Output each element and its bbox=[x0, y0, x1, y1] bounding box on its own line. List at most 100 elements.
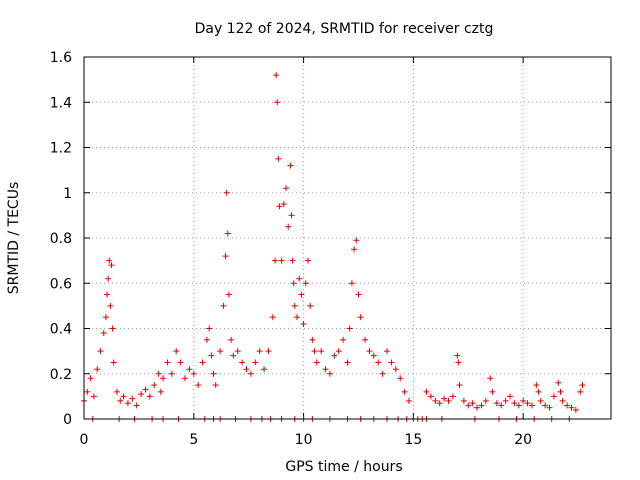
data-point bbox=[275, 155, 282, 162]
data-point bbox=[362, 336, 369, 343]
data-point bbox=[160, 375, 167, 382]
data-point bbox=[436, 400, 443, 407]
grid-lines bbox=[84, 57, 611, 419]
data-point bbox=[392, 366, 399, 373]
data-point bbox=[388, 359, 395, 366]
data-point bbox=[572, 406, 579, 413]
data-point bbox=[199, 359, 206, 366]
x-tick-label: 10 bbox=[295, 432, 313, 448]
data-point bbox=[322, 366, 329, 373]
data-point bbox=[243, 366, 250, 373]
data-point bbox=[223, 189, 230, 196]
data-point bbox=[173, 348, 180, 355]
data-point bbox=[290, 280, 297, 287]
data-point bbox=[366, 348, 373, 355]
data-point bbox=[524, 400, 531, 407]
data-point bbox=[164, 359, 171, 366]
y-tick-labels: 0 0.2 0.4 0.6 0.8 1 1.2 1.4 1.6 bbox=[50, 50, 72, 428]
data-point bbox=[212, 382, 219, 389]
data-point bbox=[370, 352, 377, 359]
data-point bbox=[296, 275, 303, 282]
data-point bbox=[220, 302, 227, 309]
data-point bbox=[222, 253, 229, 260]
data-point bbox=[557, 388, 564, 395]
data-point bbox=[87, 375, 94, 382]
data-point bbox=[375, 359, 382, 366]
data-point bbox=[239, 359, 246, 366]
data-point bbox=[151, 382, 158, 389]
data-point bbox=[502, 397, 509, 404]
data-point bbox=[293, 314, 300, 321]
data-point bbox=[138, 391, 145, 398]
data-point bbox=[304, 257, 311, 264]
data-points bbox=[81, 72, 586, 422]
data-point bbox=[285, 223, 292, 230]
data-point bbox=[157, 388, 164, 395]
data-point bbox=[252, 359, 259, 366]
data-point bbox=[454, 352, 461, 359]
data-point bbox=[291, 302, 298, 309]
data-point bbox=[355, 291, 362, 298]
y-tick-label: 1.2 bbox=[50, 141, 72, 157]
data-point bbox=[228, 336, 235, 343]
data-point bbox=[550, 393, 557, 400]
data-point bbox=[302, 280, 309, 287]
data-point bbox=[455, 359, 462, 366]
data-point bbox=[195, 382, 202, 389]
data-point bbox=[493, 400, 500, 407]
y-axis-label: SRMTID / TECUs bbox=[6, 182, 22, 295]
data-point bbox=[94, 366, 101, 373]
data-point bbox=[182, 375, 189, 382]
data-point bbox=[379, 370, 386, 377]
data-point bbox=[309, 336, 316, 343]
data-point bbox=[117, 397, 124, 404]
data-point bbox=[100, 330, 107, 337]
data-point bbox=[326, 370, 333, 377]
data-point bbox=[129, 395, 136, 402]
chart-title: Day 122 of 2024, SRMTID for receiver czt… bbox=[195, 21, 494, 37]
data-point bbox=[208, 352, 215, 359]
data-point bbox=[307, 302, 314, 309]
data-point bbox=[542, 402, 549, 409]
data-point bbox=[331, 352, 338, 359]
data-point bbox=[276, 203, 283, 210]
data-point bbox=[537, 397, 544, 404]
data-point bbox=[261, 366, 268, 373]
data-point bbox=[124, 400, 131, 407]
y-tick-label: 1.6 bbox=[50, 50, 72, 66]
data-point bbox=[278, 257, 285, 264]
data-point bbox=[465, 402, 472, 409]
data-point bbox=[555, 379, 562, 386]
data-point bbox=[546, 404, 553, 411]
data-point bbox=[441, 395, 448, 402]
data-point bbox=[107, 302, 114, 309]
data-point bbox=[109, 325, 116, 332]
data-point bbox=[177, 359, 184, 366]
data-point bbox=[506, 393, 513, 400]
data-point bbox=[97, 348, 104, 355]
data-point bbox=[155, 370, 162, 377]
data-point bbox=[564, 402, 571, 409]
y-tick-label: 0.4 bbox=[50, 322, 72, 338]
data-point bbox=[344, 359, 351, 366]
y-tick-label: 0.8 bbox=[50, 231, 72, 247]
data-point bbox=[84, 388, 91, 395]
data-point bbox=[225, 291, 232, 298]
data-point bbox=[498, 402, 505, 409]
data-point bbox=[511, 400, 518, 407]
data-point bbox=[533, 382, 540, 389]
data-point bbox=[288, 212, 295, 219]
data-point bbox=[283, 185, 290, 192]
data-point bbox=[265, 348, 272, 355]
data-point bbox=[469, 400, 476, 407]
data-point bbox=[351, 246, 358, 253]
data-point bbox=[405, 397, 412, 404]
data-point bbox=[423, 388, 430, 395]
data-point bbox=[460, 397, 467, 404]
data-point bbox=[432, 397, 439, 404]
data-point bbox=[579, 382, 586, 389]
data-point bbox=[515, 402, 522, 409]
data-point bbox=[120, 393, 127, 400]
plot-frame bbox=[83, 56, 612, 420]
